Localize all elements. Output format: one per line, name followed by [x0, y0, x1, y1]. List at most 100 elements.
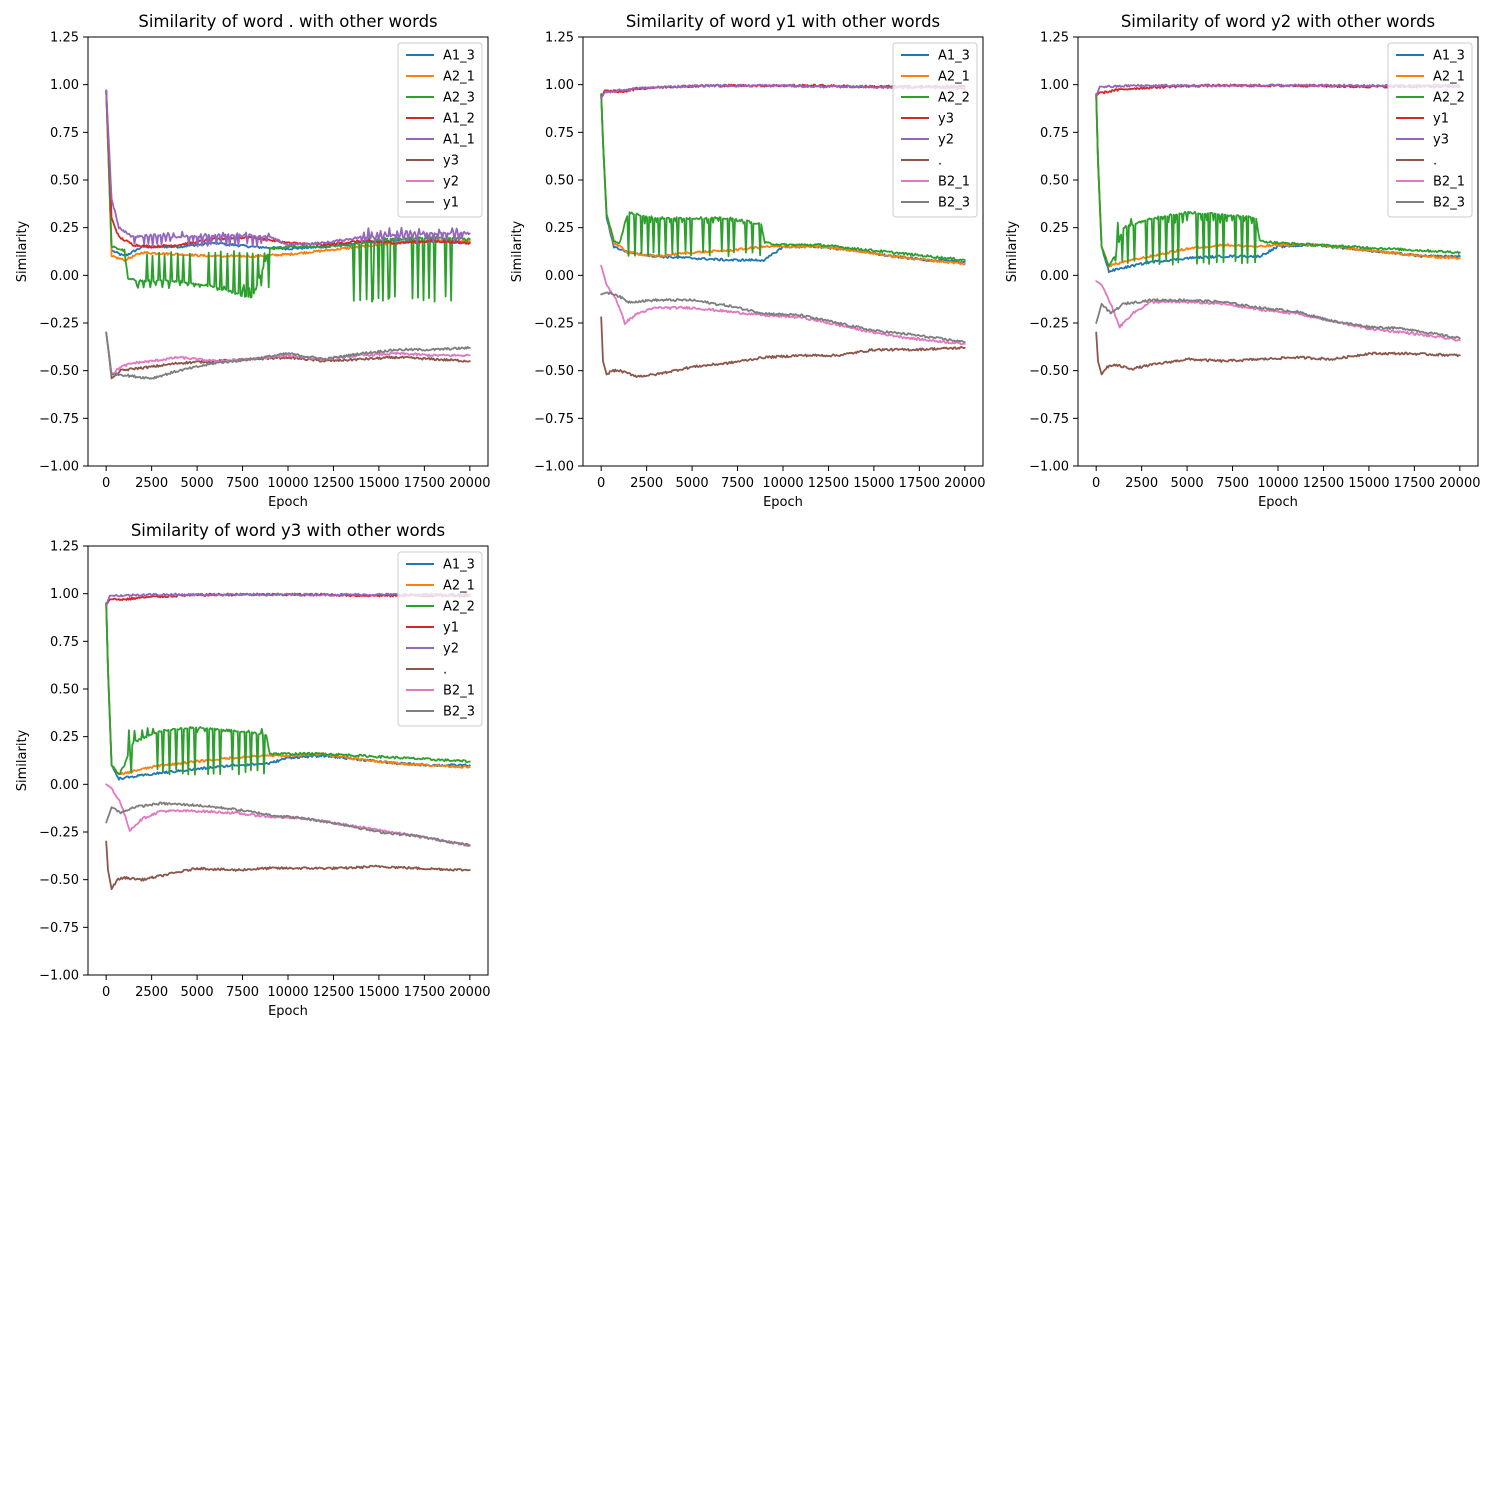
- legend-label: y3: [443, 154, 459, 169]
- legend-label: y1: [1433, 112, 1449, 127]
- series-line: [1095, 331, 1461, 376]
- x-tick-label: 0: [1092, 476, 1100, 491]
- legend: A1_3 A2_1 A2_3 A1_2 A1_1 y3 y2 y1: [397, 42, 483, 218]
- x-tick-label: 5000: [181, 985, 214, 1000]
- legend-label: A1_3: [1433, 49, 1465, 64]
- series-line: [600, 93, 966, 262]
- legend-box: [1387, 42, 1473, 218]
- y-tick-label: 0.50: [50, 174, 79, 189]
- y-tick-label: 1.00: [50, 78, 79, 93]
- y-tick-label: −0.75: [39, 412, 79, 427]
- y-tick-label: 0.50: [1040, 174, 1069, 189]
- x-axis-label: Epoch: [268, 1004, 308, 1019]
- legend: A1_3 A2_1 A2_2 y1 y3. B2_1 B2_3: [1387, 42, 1473, 218]
- y-tick-label: 0.00: [1040, 269, 1069, 284]
- legend-label: A2_1: [443, 579, 475, 594]
- y-axis-label: Similarity: [510, 220, 525, 282]
- legend-label: y1: [443, 196, 459, 211]
- y-tick-label: 0.25: [50, 221, 79, 236]
- x-tick-label: 20000: [449, 476, 490, 491]
- series-line: [600, 264, 966, 346]
- x-tick-label: 17500: [404, 476, 445, 491]
- x-tick-label: 2500: [630, 476, 663, 491]
- x-tick-label: 7500: [1216, 476, 1249, 491]
- legend-label: B2_1: [443, 684, 475, 699]
- series-group: [600, 83, 966, 378]
- x-axis-label: Epoch: [1258, 495, 1298, 510]
- series-group: [105, 89, 471, 380]
- y-tick-label: 0.00: [545, 269, 574, 284]
- x-tick-label: 5000: [181, 476, 214, 491]
- y-tick-label: −1.00: [534, 460, 574, 475]
- x-axis-label: Epoch: [268, 495, 308, 510]
- x-tick-label: 12500: [1303, 476, 1344, 491]
- y-tick-label: 1.25: [50, 540, 79, 555]
- x-tick-label: 2500: [135, 985, 168, 1000]
- x-tick-label: 0: [102, 985, 110, 1000]
- y-tick-label: −1.00: [39, 969, 79, 984]
- x-tick-label: 10000: [267, 476, 308, 491]
- x-tick-label: 0: [102, 476, 110, 491]
- legend-label: A1_3: [443, 558, 475, 573]
- y-tick-label: 0.75: [50, 635, 79, 650]
- legend-label: A1_2: [443, 112, 475, 127]
- x-tick-label: 2500: [1125, 476, 1158, 491]
- series-line: [105, 602, 471, 776]
- series-line: [600, 316, 966, 378]
- x-tick-label: 20000: [1439, 476, 1480, 491]
- legend-label: y2: [443, 642, 459, 657]
- x-tick-label: 5000: [1171, 476, 1204, 491]
- series-group: [105, 592, 471, 891]
- series-line: [105, 331, 471, 380]
- chart-panel-4: 0 2500 5000 7500 10000 12500 15000 17500 20000 −1…: [15, 521, 490, 1019]
- y-axis-label: Similarity: [15, 220, 30, 282]
- y-tick-label: −0.75: [534, 412, 574, 427]
- x-tick-label: 10000: [1257, 476, 1298, 491]
- chart-title: Similarity of word y1 with other words: [626, 12, 940, 31]
- x-tick-label: 20000: [944, 476, 985, 491]
- y-tick-label: 1.00: [50, 587, 79, 602]
- series-line: [1095, 298, 1461, 340]
- x-tick-label: 2500: [135, 476, 168, 491]
- x-axis-label: Epoch: [763, 495, 803, 510]
- legend-label: A1_1: [443, 133, 475, 148]
- legend-label: A2_1: [1433, 70, 1465, 85]
- y-tick-label: 0.75: [545, 126, 574, 141]
- y-tick-label: −0.75: [1029, 412, 1069, 427]
- series-line: [105, 331, 471, 380]
- x-tick-label: 15000: [1348, 476, 1389, 491]
- y-tick-label: 1.00: [545, 78, 574, 93]
- legend-label: y2: [443, 175, 459, 190]
- series-line: [105, 801, 471, 847]
- chart-title: Similarity of word y3 with other words: [131, 521, 445, 540]
- x-tick-label: 12500: [808, 476, 849, 491]
- legend-label: A2_2: [1433, 91, 1465, 106]
- x-tick-label: 7500: [226, 476, 259, 491]
- x-tick-label: 12500: [313, 985, 354, 1000]
- y-tick-label: −0.50: [534, 364, 574, 379]
- series-line: [105, 89, 471, 248]
- y-tick-label: −1.00: [1029, 460, 1069, 475]
- legend-label: A2_2: [443, 600, 475, 615]
- y-tick-label: −0.25: [534, 317, 574, 332]
- series-line: [1095, 93, 1461, 267]
- legend-label: y3: [1433, 133, 1449, 148]
- legend-label: A2_2: [938, 91, 970, 106]
- x-tick-label: 20000: [449, 985, 490, 1000]
- chart-title: Similarity of word . with other words: [138, 12, 437, 31]
- y-tick-label: −0.50: [39, 873, 79, 888]
- series-line: [105, 331, 471, 376]
- chart-panel-2: 0 2500 5000 7500 10000 12500 15000 17500 20000 −1…: [510, 12, 985, 510]
- chart-title: Similarity of word y2 with other words: [1121, 12, 1435, 31]
- legend-label: A2_1: [443, 70, 475, 85]
- legend-label: B2_1: [1433, 175, 1465, 190]
- chart-panel-1: 0 2500 5000 7500 10000 12500 15000 17500 20000 −1…: [15, 12, 490, 510]
- y-tick-label: 0.25: [1040, 221, 1069, 236]
- y-tick-label: 1.25: [1040, 31, 1069, 46]
- series-line: [1095, 93, 1461, 268]
- y-tick-label: −0.50: [39, 364, 79, 379]
- x-tick-label: 17500: [899, 476, 940, 491]
- x-tick-label: 15000: [358, 985, 399, 1000]
- y-axis-label: Similarity: [1005, 220, 1020, 282]
